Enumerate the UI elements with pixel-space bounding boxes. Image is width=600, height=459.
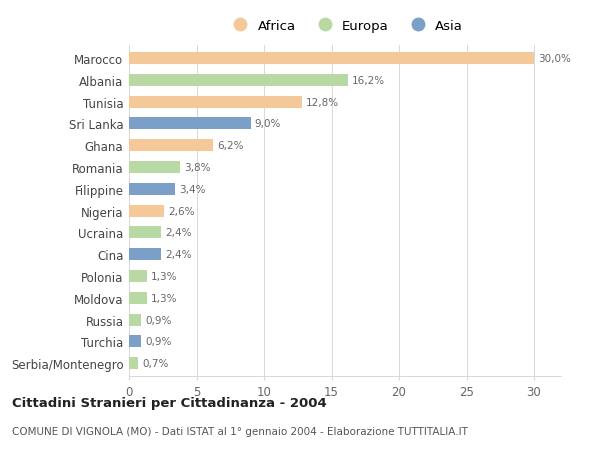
Bar xyxy=(129,358,139,369)
Text: Cittadini Stranieri per Cittadinanza - 2004: Cittadini Stranieri per Cittadinanza - 2… xyxy=(12,396,327,409)
Text: 0,7%: 0,7% xyxy=(143,358,169,368)
Text: 0,9%: 0,9% xyxy=(145,315,172,325)
Text: 3,8%: 3,8% xyxy=(184,162,211,173)
Text: 1,3%: 1,3% xyxy=(151,271,177,281)
Bar xyxy=(129,75,348,87)
Bar xyxy=(129,140,212,152)
Text: 9,0%: 9,0% xyxy=(254,119,281,129)
Legend: Africa, Europa, Asia: Africa, Europa, Asia xyxy=(227,20,463,33)
Text: 12,8%: 12,8% xyxy=(306,97,339,107)
Text: 2,6%: 2,6% xyxy=(168,206,194,216)
Bar xyxy=(129,53,534,65)
Bar xyxy=(129,184,175,196)
Text: 30,0%: 30,0% xyxy=(538,54,571,64)
Text: 16,2%: 16,2% xyxy=(352,76,385,86)
Bar xyxy=(129,227,161,239)
Text: 3,4%: 3,4% xyxy=(179,185,205,195)
Text: 0,9%: 0,9% xyxy=(145,336,172,347)
Bar xyxy=(129,162,181,174)
Text: 1,3%: 1,3% xyxy=(151,293,177,303)
Bar xyxy=(129,96,302,108)
Bar xyxy=(129,292,146,304)
Text: 2,4%: 2,4% xyxy=(166,250,192,260)
Text: 2,4%: 2,4% xyxy=(166,228,192,238)
Bar xyxy=(129,336,141,347)
Bar xyxy=(129,205,164,217)
Text: COMUNE DI VIGNOLA (MO) - Dati ISTAT al 1° gennaio 2004 - Elaborazione TUTTITALIA: COMUNE DI VIGNOLA (MO) - Dati ISTAT al 1… xyxy=(12,426,468,436)
Bar xyxy=(129,118,251,130)
Text: 6,2%: 6,2% xyxy=(217,141,243,151)
Bar xyxy=(129,249,161,261)
Bar xyxy=(129,314,141,326)
Bar xyxy=(129,270,146,282)
